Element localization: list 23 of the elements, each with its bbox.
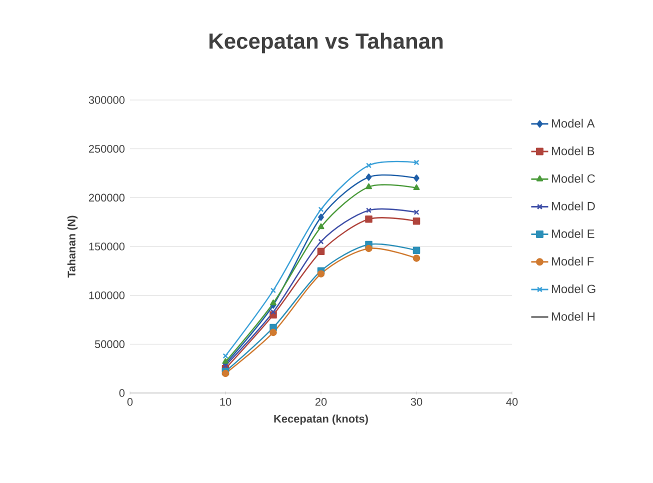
legend-label: Model C: [552, 174, 595, 183]
x-tick-label: 0: [127, 398, 133, 406]
legend-label: Model G: [552, 284, 596, 294]
y-tick-label: 0: [119, 389, 125, 397]
y-tick-label: 300000: [88, 96, 125, 104]
legend-label: Model F: [552, 256, 594, 266]
y-tick-label: 50000: [94, 340, 125, 348]
legend-label: Model A: [552, 118, 595, 128]
x-tick-label: 30: [410, 398, 422, 406]
y-axis-title: Tahanan (N): [67, 216, 78, 278]
x-tick-label: 20: [315, 398, 327, 406]
y-tick-label: 150000: [89, 242, 125, 250]
legend-label: Model E: [552, 229, 594, 238]
legend-label: Model D: [552, 202, 595, 210]
chart-title: Kecepatan vs Tahanan: [210, 32, 443, 54]
x-axis-title: Kecepatan (knots): [274, 414, 368, 425]
y-tick-label: 200000: [88, 194, 125, 202]
x-tick-label: 10: [220, 398, 232, 406]
legend-label: Model B: [552, 146, 594, 156]
y-tick-label: 100000: [89, 291, 125, 300]
legend-label: Model H: [552, 312, 594, 321]
y-tick-label: 250000: [88, 144, 125, 153]
x-tick-label: 40: [506, 398, 518, 406]
